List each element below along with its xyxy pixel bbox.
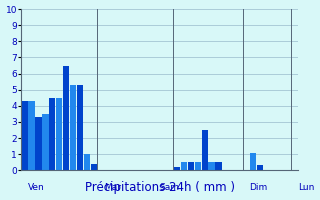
Bar (49, 98, 55, 170)
Bar (36, 117, 42, 170)
Bar (21, 101, 28, 170)
Bar (181, 162, 187, 170)
Text: Sam: Sam (160, 183, 180, 192)
Bar (91, 164, 97, 170)
Bar (250, 153, 256, 170)
Bar (42, 114, 49, 170)
Bar (202, 130, 208, 170)
Bar (208, 162, 215, 170)
Bar (174, 167, 180, 170)
Bar (215, 162, 221, 170)
Bar (188, 162, 194, 170)
Bar (84, 154, 90, 170)
Bar (56, 98, 62, 170)
Bar (70, 85, 76, 170)
Text: Ven: Ven (28, 183, 45, 192)
Bar (257, 165, 263, 170)
Text: Mar: Mar (104, 183, 121, 192)
Text: Dim: Dim (250, 183, 268, 192)
Text: Lun: Lun (298, 183, 315, 192)
Bar (28, 101, 35, 170)
X-axis label: Précipitations 24h ( mm ): Précipitations 24h ( mm ) (85, 181, 235, 194)
Bar (63, 66, 69, 170)
Bar (195, 162, 201, 170)
Bar (77, 85, 83, 170)
